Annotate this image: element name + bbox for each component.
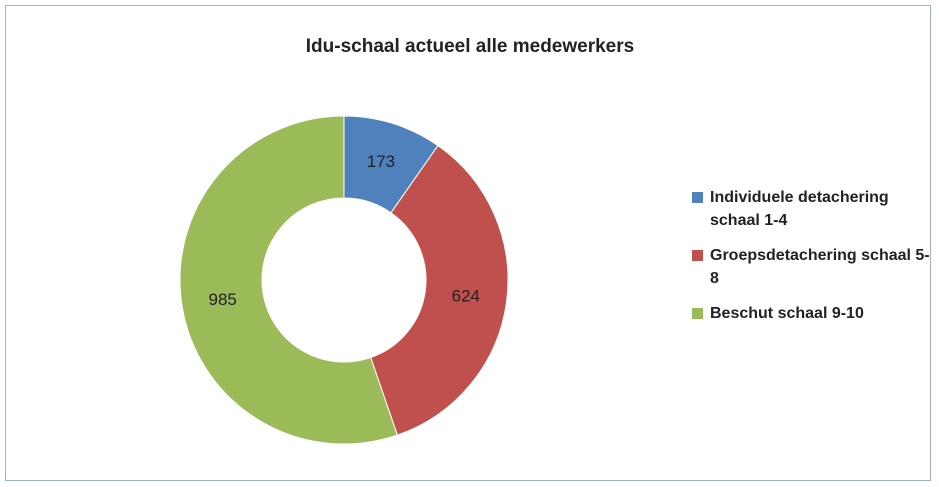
legend-entry: Groepsdetachering schaal 5-8 [692, 244, 932, 290]
legend-swatch [692, 308, 703, 319]
donut-slice [179, 115, 399, 445]
legend-entry: Individuele detachering schaal 1-4 [692, 186, 932, 232]
chart-title: Idu-schaal actueel alle medewerkers [306, 36, 634, 57]
legend-label: Groepsdetachering schaal 5-8 [710, 247, 930, 287]
legend: Individuele detachering schaal 1-4 Groeps… [692, 186, 932, 337]
legend-swatch [692, 192, 703, 203]
donut-slice [370, 144, 509, 436]
data-label: 985 [208, 290, 236, 309]
chart-frame [5, 5, 931, 481]
legend-swatch [692, 250, 703, 261]
legend-label: Individuele detachering schaal 1-4 [710, 189, 889, 229]
legend-entry: Beschut schaal 9-10 [692, 302, 932, 325]
data-label: 173 [367, 152, 395, 171]
data-label: 624 [452, 287, 480, 306]
legend-label: Beschut schaal 9-10 [710, 305, 864, 322]
